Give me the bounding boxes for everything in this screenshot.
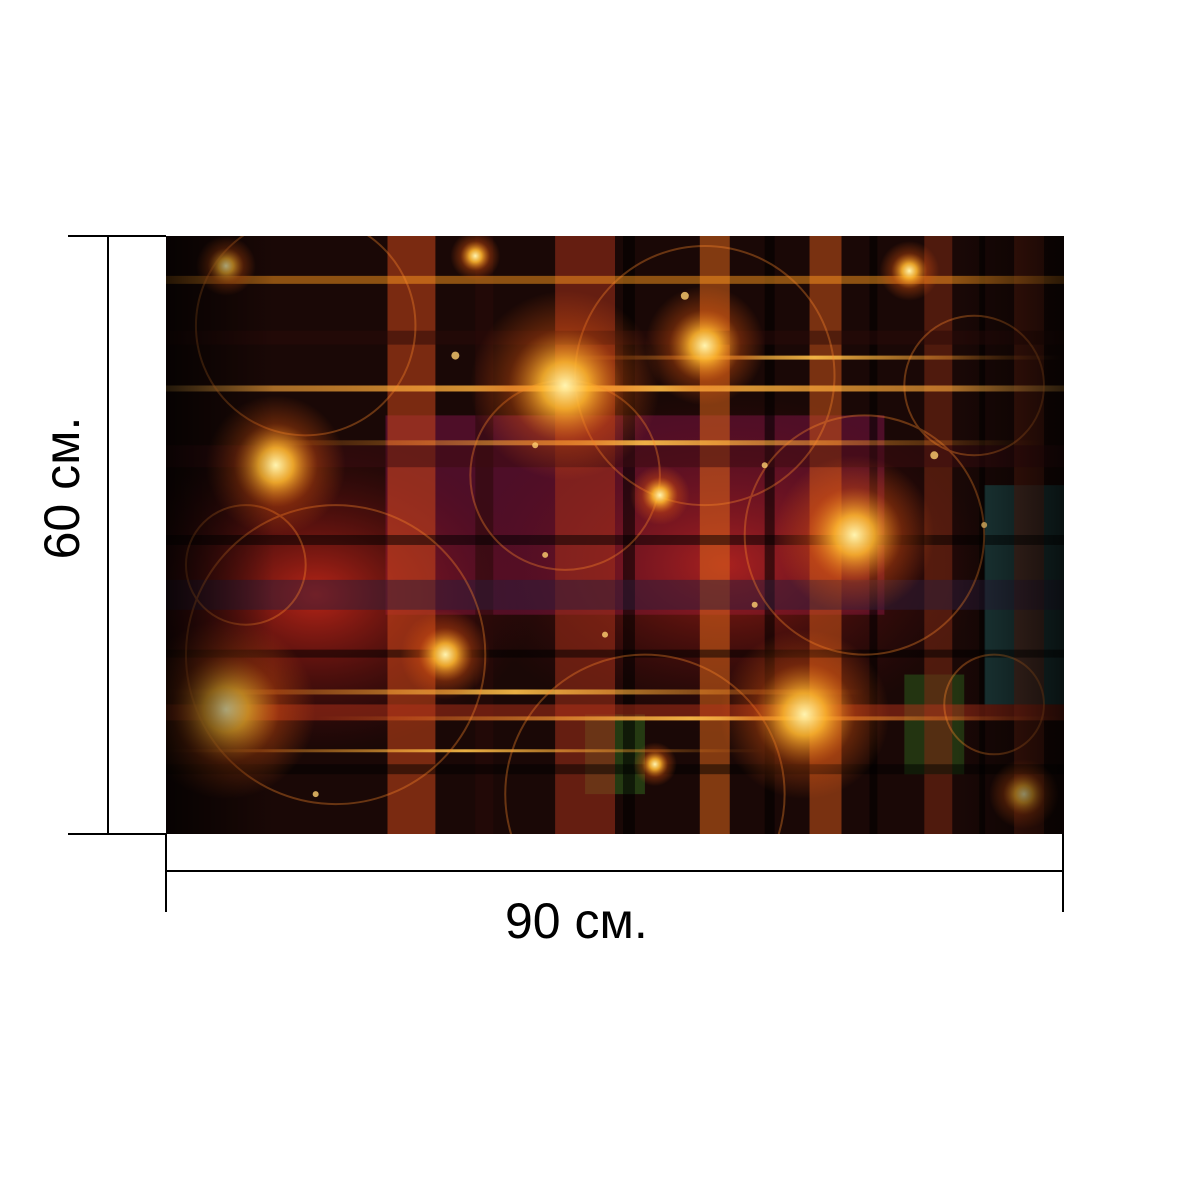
- height-dimension-line: [107, 235, 109, 835]
- height-dimension-top-tick: [68, 235, 166, 237]
- height-dimension-bottom-tick: [68, 833, 166, 835]
- abstract-light-artwork: [166, 236, 1064, 834]
- width-dimension-left-tick: [165, 834, 167, 912]
- width-dimension-line: [165, 870, 1064, 872]
- height-label: 60 см.: [34, 416, 90, 560]
- width-dimension-right-tick: [1062, 834, 1064, 912]
- artwork-graphic: [166, 236, 1064, 834]
- width-label: 90 см.: [505, 893, 648, 949]
